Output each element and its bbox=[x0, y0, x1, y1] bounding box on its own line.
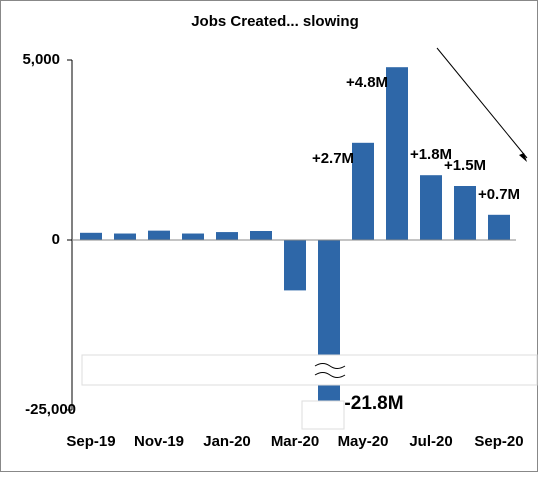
value-label: -21.8M bbox=[344, 393, 403, 414]
x-tick-label: Jan-20 bbox=[203, 433, 251, 450]
value-label: +2.7M bbox=[312, 150, 354, 167]
y-tick-label: -25,000 bbox=[25, 401, 76, 418]
x-tick-label: Sep-19 bbox=[66, 433, 115, 450]
value-label: +0.7M bbox=[478, 186, 520, 203]
bar bbox=[420, 175, 442, 240]
y-tick-label: 0 bbox=[52, 231, 60, 248]
bar bbox=[454, 186, 476, 240]
bar bbox=[80, 232, 102, 240]
chart-title: Jobs Created... slowing bbox=[191, 13, 359, 30]
axis-break bbox=[81, 354, 538, 386]
break-cover bbox=[301, 400, 345, 430]
trend-arrow bbox=[436, 47, 528, 159]
x-tick-label: Mar-20 bbox=[271, 433, 319, 450]
bar bbox=[216, 232, 238, 240]
arrow-head bbox=[519, 153, 527, 162]
bar bbox=[148, 230, 170, 240]
bar bbox=[352, 142, 374, 240]
x-tick-label: Nov-19 bbox=[134, 433, 184, 450]
bar bbox=[488, 214, 510, 240]
x-tick-label: May-20 bbox=[338, 433, 389, 450]
x-tick-label: Sep-20 bbox=[474, 433, 523, 450]
y-tick-label: 5,000 bbox=[22, 51, 60, 68]
bar bbox=[114, 233, 136, 240]
value-label: +1.8M bbox=[410, 146, 452, 163]
bar bbox=[182, 233, 204, 240]
bar bbox=[284, 240, 306, 291]
bar bbox=[386, 67, 408, 240]
break-mark bbox=[314, 363, 346, 378]
bar bbox=[250, 231, 272, 240]
x-tick-label: Jul-20 bbox=[409, 433, 452, 450]
value-label: +4.8M bbox=[346, 74, 388, 91]
value-label: +1.5M bbox=[444, 157, 486, 174]
